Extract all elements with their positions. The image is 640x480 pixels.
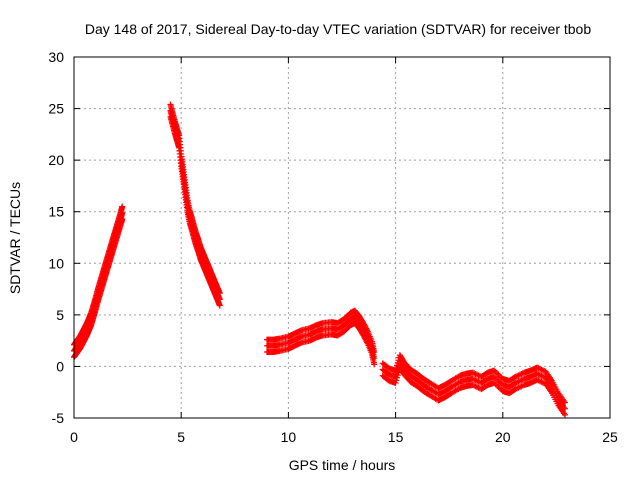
data-point (216, 290, 223, 297)
plot-frame (73, 56, 611, 419)
y-tick-label: 10 (48, 255, 64, 271)
data-point (371, 361, 378, 368)
series-segment-4 (379, 352, 568, 418)
y-tick-label: 25 (48, 101, 64, 117)
y-tick-label: -5 (52, 410, 65, 426)
y-tick-label: 20 (48, 152, 64, 168)
x-tick-label: 20 (495, 429, 511, 445)
data-point (119, 215, 126, 222)
y-tick-label: 0 (56, 358, 64, 374)
x-axis-label: GPS time / hours (289, 457, 396, 473)
data-point (371, 355, 378, 362)
series-segment-2 (167, 101, 223, 309)
data-point (119, 203, 126, 210)
data-point (561, 405, 568, 412)
data-point (119, 209, 126, 216)
y-tick-label: 30 (48, 49, 64, 65)
x-tick-label: 5 (177, 429, 185, 445)
y-axis-label: SDTVAR / TECUs (7, 182, 23, 294)
data-point (371, 348, 378, 355)
data-point (216, 302, 223, 309)
tick-layer: 0 5 10 15 20 25 -5 0 5 10 15 20 25 30 (48, 49, 618, 445)
x-tick-label: 0 (70, 429, 78, 445)
data-point (216, 296, 223, 303)
data-point (561, 411, 568, 418)
data-layer (71, 101, 568, 418)
data-point (561, 399, 568, 406)
series-segment-1 (71, 203, 126, 361)
x-tick-label: 10 (281, 429, 297, 445)
grid-layer (74, 57, 610, 418)
x-tick-label: 15 (388, 429, 404, 445)
y-tick-label: 15 (48, 204, 64, 220)
y-tick-label: 5 (56, 307, 64, 323)
data-point (364, 326, 371, 333)
chart-title: Day 148 of 2017, Sidereal Day-to-day VTE… (85, 21, 592, 37)
series-segment-3 (263, 307, 378, 368)
x-tick-label: 25 (602, 429, 618, 445)
